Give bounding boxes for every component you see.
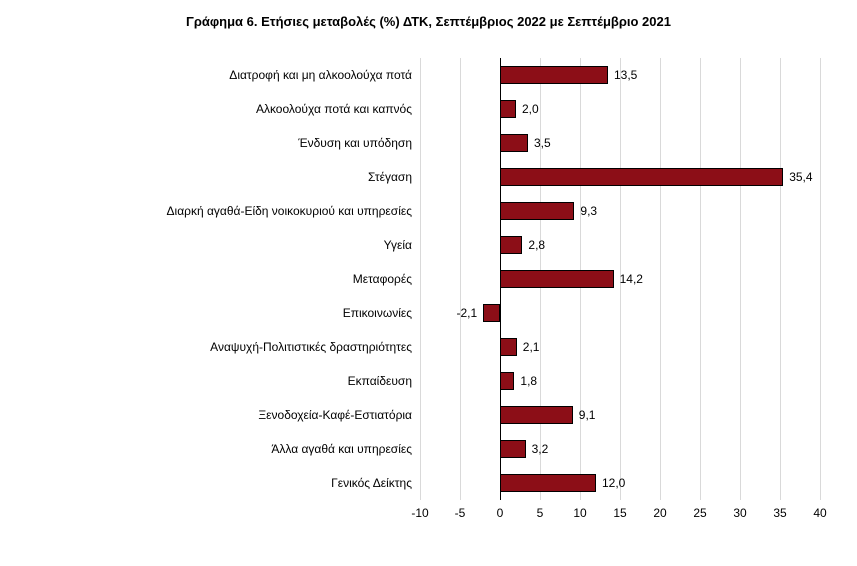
category-label: Επικοινωνίες <box>343 306 412 320</box>
x-tick-label: 40 <box>800 506 840 520</box>
x-tick-label: 10 <box>560 506 600 520</box>
value-label: 9,3 <box>580 204 597 218</box>
bar <box>500 168 783 187</box>
chart-title: Γράφημα 6. Ετήσιες μεταβολές (%) ΔΤΚ, Σε… <box>0 14 857 29</box>
gridline <box>460 58 461 500</box>
x-tick-label: 25 <box>680 506 720 520</box>
category-label: Μεταφορές <box>353 272 412 286</box>
bar-chart: -10-50510152025303540Διατροφή και μη αλκ… <box>420 58 820 500</box>
x-tick-label: 5 <box>520 506 560 520</box>
x-tick-label: 0 <box>480 506 520 520</box>
gridline <box>740 58 741 500</box>
x-tick-label: 15 <box>600 506 640 520</box>
bar <box>500 134 528 153</box>
x-tick-label: 35 <box>760 506 800 520</box>
bar <box>500 474 596 493</box>
category-label: Ένδυση και υπόδηση <box>298 136 412 150</box>
category-label: Άλλα αγαθά και υπηρεσίες <box>271 442 412 456</box>
value-label: 12,0 <box>602 476 625 490</box>
x-tick-label: 20 <box>640 506 680 520</box>
gridline <box>700 58 701 500</box>
value-label: 3,5 <box>534 136 551 150</box>
x-tick-label: 30 <box>720 506 760 520</box>
bar <box>500 66 608 85</box>
category-label: Γενικός Δείκτης <box>331 476 412 490</box>
bar <box>500 338 517 357</box>
value-label: 2,8 <box>528 238 545 252</box>
category-label: Ξενοδοχεία-Καφέ-Εστιατόρια <box>258 408 412 422</box>
x-tick-label: -5 <box>440 506 480 520</box>
gridline <box>780 58 781 500</box>
value-label: 9,1 <box>579 408 596 422</box>
category-label: Στέγαση <box>368 170 412 184</box>
value-label: 14,2 <box>620 272 643 286</box>
bar <box>500 202 574 221</box>
category-label: Αλκοολούχα ποτά και καπνός <box>256 102 412 116</box>
bar <box>500 236 522 255</box>
category-label: Διαρκή αγαθά-Είδη νοικοκυριού και υπηρεσ… <box>167 204 412 218</box>
bar <box>500 270 614 289</box>
bar <box>500 440 526 459</box>
bar <box>483 304 500 323</box>
value-label: 35,4 <box>789 170 812 184</box>
value-label: 13,5 <box>614 68 637 82</box>
category-label: Υγεία <box>384 238 412 252</box>
value-label: 2,0 <box>522 102 539 116</box>
category-label: Εκπαίδευση <box>348 374 412 388</box>
value-label: 3,2 <box>532 442 549 456</box>
value-label: -2,1 <box>457 306 478 320</box>
gridline <box>660 58 661 500</box>
bar <box>500 406 573 425</box>
value-label: 1,8 <box>520 374 537 388</box>
x-tick-label: -10 <box>400 506 440 520</box>
page: Γράφημα 6. Ετήσιες μεταβολές (%) ΔΤΚ, Σε… <box>0 0 857 566</box>
category-label: Αναψυχή-Πολιτιστικές δραστηριότητες <box>210 340 412 354</box>
bar <box>500 100 516 119</box>
bar <box>500 372 514 391</box>
gridline <box>820 58 821 500</box>
category-label: Διατροφή και μη αλκοολούχα ποτά <box>229 68 412 82</box>
gridline <box>420 58 421 500</box>
value-label: 2,1 <box>523 340 540 354</box>
